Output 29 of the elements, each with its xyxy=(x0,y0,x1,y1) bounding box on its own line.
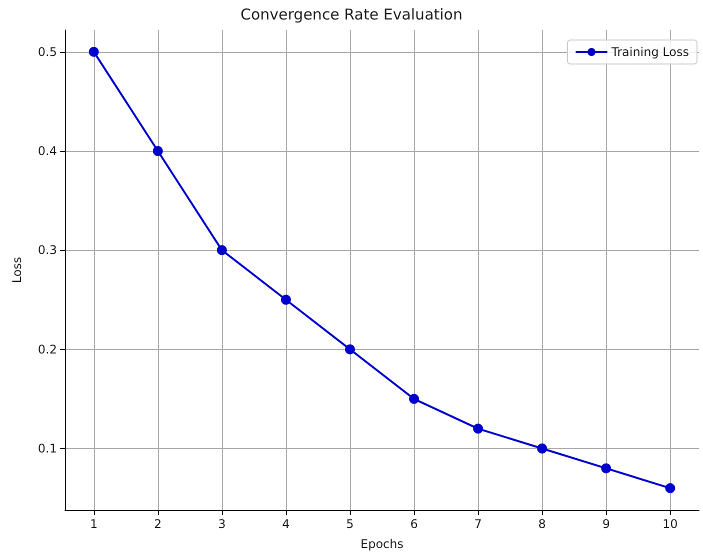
y-tick-label: 0.3 xyxy=(38,243,57,258)
y-axis-title: Loss xyxy=(10,256,24,284)
x-tick-label: 5 xyxy=(346,517,354,531)
x-tick-label: 9 xyxy=(602,517,610,531)
point xyxy=(152,146,163,156)
x-tick-label: 10 xyxy=(662,517,678,531)
x-tick-label: 8 xyxy=(538,517,546,531)
y-tick-label: 0.4 xyxy=(38,144,57,158)
x-tick-label: 3 xyxy=(218,517,226,531)
point xyxy=(344,344,355,354)
legend-label: Training Loss xyxy=(610,45,689,59)
x-tick-label: 7 xyxy=(474,517,482,531)
y-tick-label: 0.1 xyxy=(38,442,57,456)
y-tick-label: 0.5 xyxy=(38,44,57,59)
x-axis-title: Epochs xyxy=(360,537,404,551)
point xyxy=(216,245,227,256)
x-tick-label: 1 xyxy=(90,517,98,531)
point xyxy=(409,394,420,404)
x-tick-label: 2 xyxy=(154,517,162,531)
x-tick-label: 6 xyxy=(410,517,418,531)
point xyxy=(537,444,548,454)
point xyxy=(88,46,99,57)
point xyxy=(280,294,291,305)
point xyxy=(601,463,612,474)
y-tick-label: 0.2 xyxy=(38,342,57,356)
chart-title: Convergence Rate Evaluation xyxy=(240,6,462,24)
point xyxy=(665,483,676,494)
point xyxy=(473,424,484,434)
x-tick-label: 4 xyxy=(282,517,290,531)
